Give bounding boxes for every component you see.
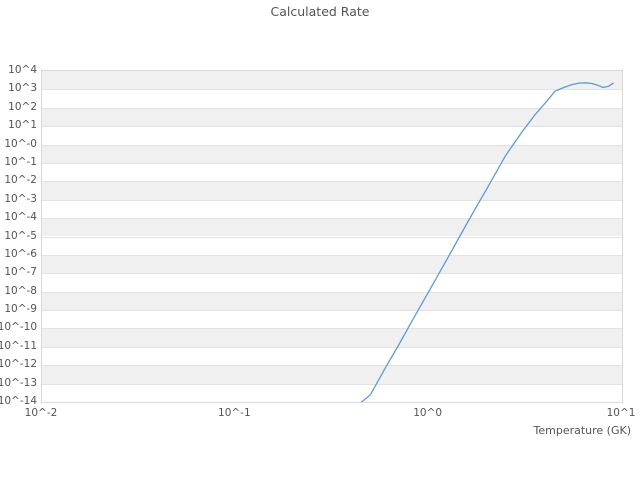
y-tick-label: 10^4 xyxy=(8,64,37,76)
gridline xyxy=(42,291,622,293)
y-tick-label: 10^1 xyxy=(8,119,37,132)
y-tick-label: 10^-12 xyxy=(0,358,37,371)
grid-band xyxy=(42,144,622,163)
grid-band xyxy=(42,310,622,329)
y-tick-label: 10^-0 xyxy=(4,137,37,150)
gridline xyxy=(42,199,622,201)
y-tick-label: 10^2 xyxy=(8,100,37,113)
x-axis-title: Temperature (GK) xyxy=(533,424,632,437)
gridline xyxy=(42,328,622,330)
grid-band xyxy=(42,126,622,145)
y-tick-label: 10^-5 xyxy=(4,229,37,242)
gridline xyxy=(42,107,622,109)
grid-band xyxy=(42,162,622,182)
y-tick-label: 10^-11 xyxy=(0,339,37,352)
grid-band xyxy=(42,328,622,347)
gridline xyxy=(42,89,622,91)
x-tick-label: 10^-1 xyxy=(218,407,251,419)
grid-band xyxy=(42,218,622,237)
grid-band xyxy=(42,254,622,274)
gridline xyxy=(42,218,622,220)
x-tick-label: 10^1 xyxy=(606,407,636,419)
gridline xyxy=(42,126,622,128)
y-tick-label: 10^-14 xyxy=(0,395,37,407)
y-tick-label: 10^-9 xyxy=(4,303,37,316)
y-tick-label: 10^-7 xyxy=(4,266,37,279)
grid-band xyxy=(42,71,622,90)
rate-line-series xyxy=(360,82,614,402)
chart-title: Calculated Rate xyxy=(270,4,370,19)
grid-band xyxy=(42,89,622,108)
gridline xyxy=(42,310,622,312)
gridline xyxy=(42,346,622,348)
plot-canvas xyxy=(360,82,614,402)
plot-area xyxy=(41,70,623,403)
y-tick-label: 10^-6 xyxy=(4,247,37,260)
gridline xyxy=(42,383,622,385)
gridline xyxy=(42,236,622,238)
grid-band xyxy=(42,291,622,311)
grid-band xyxy=(42,199,622,219)
grid-band xyxy=(42,181,622,200)
gridline xyxy=(42,181,622,183)
grid-band xyxy=(42,107,622,127)
gridline xyxy=(42,254,622,256)
gridline xyxy=(42,365,622,367)
y-tick-label: 10^-3 xyxy=(4,192,37,205)
grid-band xyxy=(42,236,622,255)
x-tick-label: 10^0 xyxy=(413,407,443,419)
y-tick-label: 10^-1 xyxy=(4,155,37,168)
y-tick-label: 10^-13 xyxy=(0,376,37,389)
gridline xyxy=(42,273,622,275)
y-tick-label: 10^-10 xyxy=(0,321,37,334)
gridline xyxy=(42,144,622,146)
grid-band xyxy=(42,273,622,292)
grid-band xyxy=(42,365,622,384)
y-tick-label: 10^3 xyxy=(8,82,37,95)
grid-band xyxy=(42,346,622,366)
y-tick-label: 10^-4 xyxy=(4,211,37,224)
grid-band xyxy=(42,383,622,402)
x-tick-label: 10^-2 xyxy=(24,407,58,419)
y-tick-label: 10^-2 xyxy=(4,174,37,187)
gridline xyxy=(42,162,622,164)
y-tick-label: 10^-8 xyxy=(4,284,37,297)
